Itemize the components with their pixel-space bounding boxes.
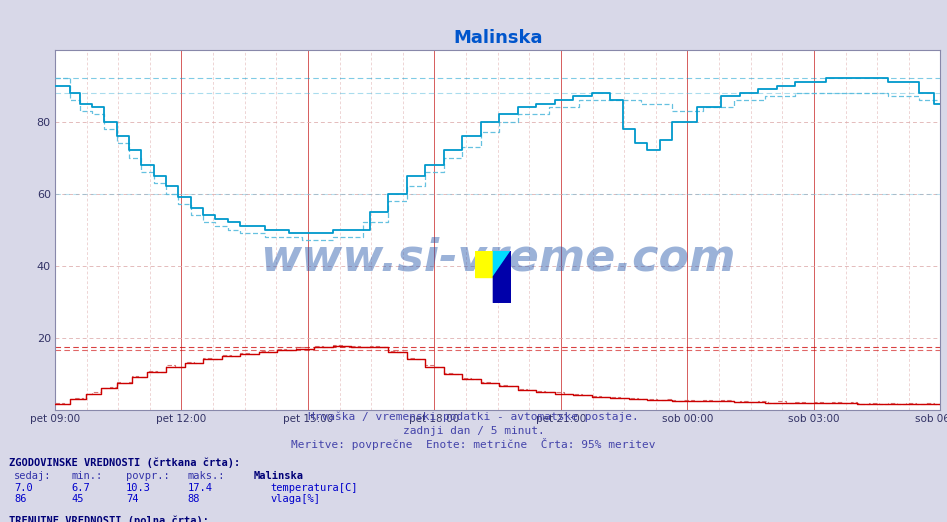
Text: Malinska: Malinska	[254, 471, 304, 481]
Text: min.:: min.:	[71, 471, 102, 481]
Text: vlaga[%]: vlaga[%]	[271, 494, 321, 504]
Text: 45: 45	[71, 494, 83, 504]
Title: Malinska: Malinska	[453, 29, 543, 46]
Text: sedaj:: sedaj:	[14, 471, 52, 481]
Text: 6.7: 6.7	[71, 483, 90, 493]
Text: 10.3: 10.3	[126, 483, 151, 493]
Text: TRENUTNE VREDNOSTI (polna črta):: TRENUTNE VREDNOSTI (polna črta):	[9, 515, 209, 522]
Polygon shape	[493, 251, 511, 303]
Text: 86: 86	[14, 494, 27, 504]
Polygon shape	[475, 251, 493, 277]
Text: 74: 74	[126, 494, 138, 504]
Text: 7.0: 7.0	[14, 483, 33, 493]
Text: zadnji dan / 5 minut.: zadnji dan / 5 minut.	[402, 426, 545, 436]
Text: Hrvaška / vremenski podatki - avtomatske postaje.: Hrvaška / vremenski podatki - avtomatske…	[308, 412, 639, 422]
Text: maks.:: maks.:	[188, 471, 225, 481]
Text: Meritve: povprečne  Enote: metrične  Črta: 95% meritev: Meritve: povprečne Enote: metrične Črta:…	[292, 438, 655, 450]
Text: povpr.:: povpr.:	[126, 471, 170, 481]
Text: ZGODOVINSKE VREDNOSTI (črtkana črta):: ZGODOVINSKE VREDNOSTI (črtkana črta):	[9, 457, 241, 468]
Text: www.si-vreme.com: www.si-vreme.com	[259, 237, 736, 280]
Polygon shape	[493, 251, 511, 277]
Text: 88: 88	[188, 494, 200, 504]
Text: temperatura[C]: temperatura[C]	[271, 483, 358, 493]
Text: 17.4: 17.4	[188, 483, 212, 493]
